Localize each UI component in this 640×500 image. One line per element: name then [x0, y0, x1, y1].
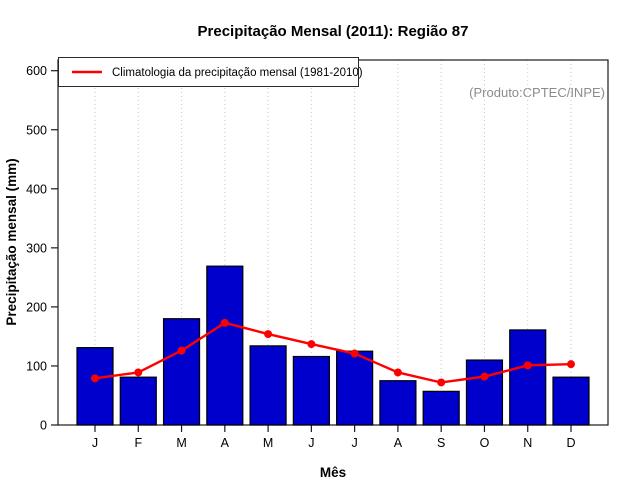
- y-tick-label: 400: [26, 182, 47, 196]
- x-tick-label: A: [221, 436, 230, 450]
- climatology-point-1: [134, 368, 143, 377]
- x-tick-label: M: [176, 436, 186, 450]
- climatology-point-8: [437, 378, 446, 387]
- x-tick-label: J: [92, 436, 98, 450]
- bar-N-10: [509, 329, 547, 426]
- y-tick-label: 100: [26, 359, 47, 373]
- x-tick-label: S: [437, 436, 445, 450]
- bar-O-9: [465, 359, 504, 426]
- product-credit: (Produto:CPTEC/INPE): [469, 85, 605, 100]
- climatology-point-3: [220, 318, 229, 327]
- bar-M-4: [249, 345, 287, 426]
- legend-box: [58, 57, 359, 87]
- bar-F-1: [119, 376, 157, 426]
- legend-label: Climatologia da precipitação mensal (198…: [112, 67, 363, 79]
- x-tick-label: J: [308, 436, 314, 450]
- climatology-point-0: [91, 374, 99, 383]
- climatology-point-10: [523, 361, 532, 370]
- climatology-point-2: [177, 346, 186, 355]
- climatology-point-4: [264, 330, 273, 339]
- bar-A-3: [206, 265, 244, 426]
- chart-title: Precipitação Mensal (2011): Região 87: [198, 23, 469, 40]
- bar-M-2: [162, 318, 201, 426]
- x-tick-label: J: [352, 436, 358, 450]
- climatology-point-11: [567, 360, 575, 369]
- climatology-line: [93, 321, 573, 384]
- legend: Climatologia da precipitação mensal (198…: [58, 57, 363, 87]
- climatology-point-5: [307, 340, 316, 349]
- bar-J-6: [336, 350, 374, 426]
- bar-D-11: [552, 376, 590, 426]
- y-tick-label: 600: [26, 64, 47, 78]
- y-tick-label: 200: [26, 300, 47, 314]
- y-axis-title: Precipitação mensal (mm): [4, 158, 19, 325]
- x-axis-title: Mês: [320, 465, 346, 480]
- climatology-point-9: [480, 372, 489, 381]
- bar-A-7: [379, 380, 417, 426]
- x-tick-label: D: [566, 436, 575, 450]
- y-tick-label: 300: [26, 241, 47, 255]
- x-tick-label: A: [394, 436, 403, 450]
- bar-J-5: [292, 355, 330, 426]
- y-tick-label: 500: [26, 123, 47, 137]
- y-tick-label: 0: [40, 419, 47, 433]
- bar-S-8: [422, 390, 460, 426]
- x-tick-label: O: [480, 436, 490, 450]
- plot-area: 0 100 200 300 400 500 600 J F M A M J J A S O N D: [26, 59, 609, 450]
- x-tick-label: M: [263, 436, 273, 450]
- x-tick-label: F: [134, 436, 142, 450]
- climatology-point-6: [350, 349, 359, 358]
- bar-J-0: [76, 347, 114, 426]
- x-tick-label: N: [523, 436, 532, 450]
- climatology-point-7: [393, 368, 402, 377]
